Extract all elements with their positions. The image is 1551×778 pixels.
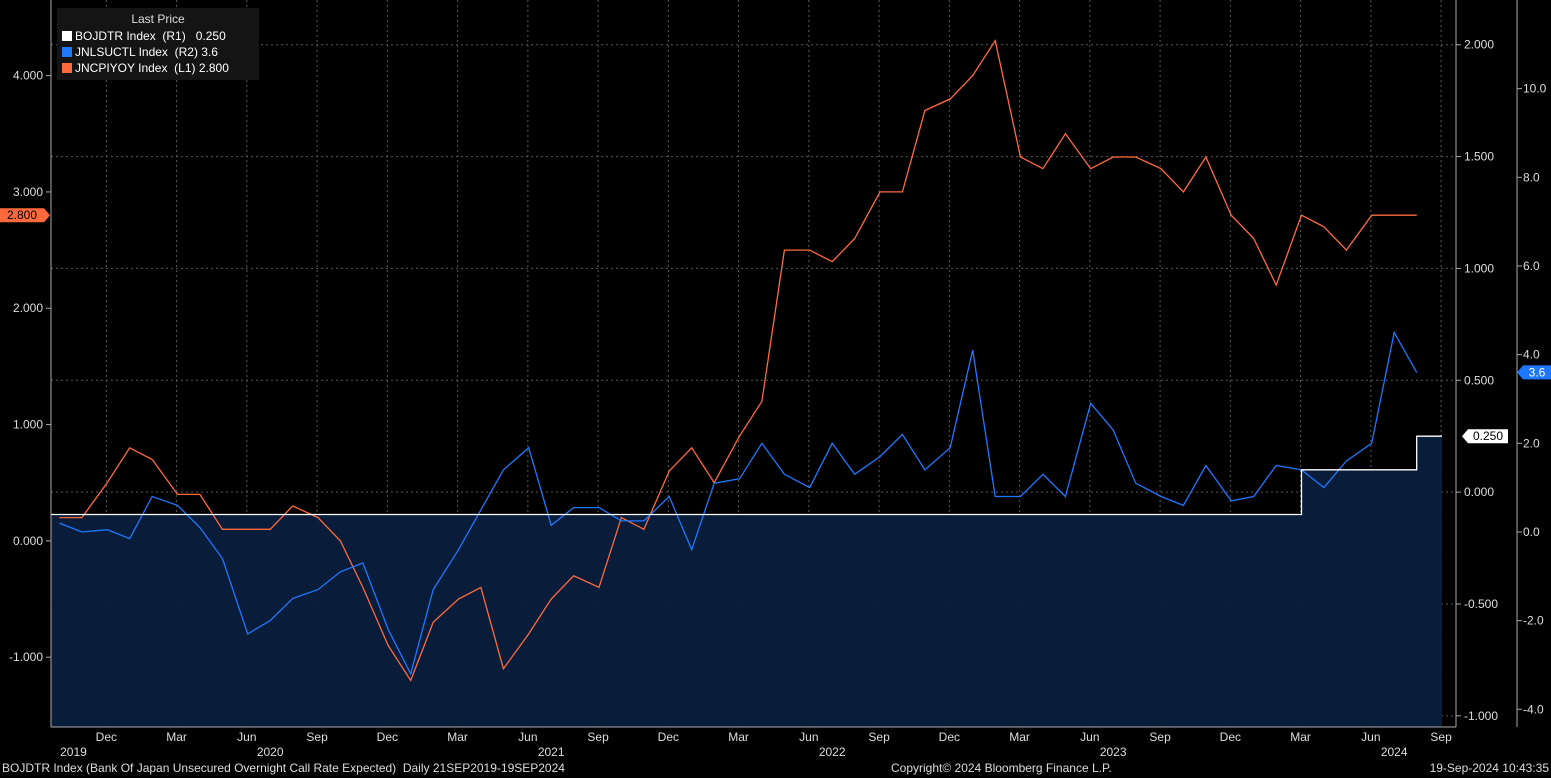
x-tick-label: Sep <box>587 730 609 744</box>
last-value-tag-jnlsuctl-shape <box>1517 365 1551 380</box>
right2-tick-label: -2.0 <box>1523 614 1544 628</box>
x-tick-label: Mar <box>728 730 749 744</box>
legend-title: Last Price <box>131 12 185 26</box>
x-tick-label: Sep <box>868 730 890 744</box>
x-tick-label: Mar <box>1009 730 1030 744</box>
legend-ticker: JNCPIYOY Index <box>75 61 168 75</box>
series-line-jncpiyoy <box>59 39 1417 682</box>
legend-item-jncpiyoy: JNCPIYOY Index (L1) 2.800 <box>57 60 259 76</box>
legend-ticker: BOJDTR Index <box>75 29 156 43</box>
x-year-label: 2021 <box>538 745 565 759</box>
footer-description: BOJDTR Index (Bank Of Japan Unsecured Ov… <box>2 761 565 775</box>
x-tick-label: Sep <box>306 730 328 744</box>
x-tick-label: Mar <box>447 730 468 744</box>
x-year-label: 2022 <box>819 745 846 759</box>
right2-tick-label: 0.0 <box>1523 525 1540 539</box>
legend-axis: (R1) <box>162 29 186 43</box>
bojdtr-fill <box>51 436 1442 727</box>
footer-copyright: Copyright© 2024 Bloomberg Finance L.P. <box>891 761 1112 775</box>
legend-value: 0.250 <box>195 29 226 43</box>
right1-tick-label: 0.500 <box>1464 373 1494 387</box>
left-tick-label: 3.000 <box>13 185 43 199</box>
right2-tick-label: -4.0 <box>1523 702 1544 716</box>
x-tick-label: Jun <box>799 730 818 744</box>
x-tick-label: Dec <box>1220 730 1241 744</box>
right2-tick-label: 2.0 <box>1523 436 1540 450</box>
footer-timestamp: 19-Sep-2024 10:43:35 <box>1429 761 1549 775</box>
series-line-bojdtr <box>51 435 1442 516</box>
last-value-tag-bojdtr: 0.250 <box>1462 429 1508 444</box>
legend-swatch <box>62 63 72 73</box>
right1-tick-label: -0.500 <box>1464 597 1498 611</box>
left-tick-label: 0.000 <box>13 534 43 548</box>
left-tick-label: 4.000 <box>13 69 43 83</box>
last-value-tag-jncpiyoy: 2.800 <box>0 208 50 223</box>
legend-value: 3.6 <box>201 45 218 59</box>
right2-tick-label: 4.0 <box>1523 348 1540 362</box>
x-tick-label: Mar <box>166 730 187 744</box>
right2-tick-label: 10.0 <box>1523 82 1547 96</box>
right2-tick-label: 6.0 <box>1523 259 1540 273</box>
last-value-tag-bojdtr-shape <box>1462 429 1508 444</box>
legend-axis: (L1) <box>174 61 196 75</box>
x-year-label: 2019 <box>60 745 87 759</box>
x-tick-label: Sep <box>1430 730 1452 744</box>
right1-tick-label: 2.000 <box>1464 38 1494 52</box>
right1-tick-label: 1.500 <box>1464 150 1494 164</box>
last-value-tag-jncpiyoy-shape <box>0 208 50 223</box>
left-tick-label: -1.000 <box>9 650 43 664</box>
legend: Last Price BOJDTR Index (R1) 0.250 JNLSU… <box>57 8 259 80</box>
series-line-jnlsuctl <box>59 330 1418 676</box>
x-tick-label: Sep <box>1149 730 1171 744</box>
last-value-tag-jnlsuctl: 3.6 <box>1517 365 1551 380</box>
right1-tick-label: 1.000 <box>1464 261 1494 275</box>
last-value-tag-jnlsuctl-text: 3.6 <box>1529 365 1546 379</box>
x-tick-label: Dec <box>939 730 960 744</box>
right1-tick-label: 0.000 <box>1464 485 1494 499</box>
x-year-label: 2024 <box>1381 745 1408 759</box>
x-tick-label: Mar <box>1290 730 1311 744</box>
axes: Dec Mar Jun Sep Dec Mar Jun Sep Dec Mar Jun Sep Dec M… <box>0 0 1551 759</box>
x-tick-label: Dec <box>96 730 117 744</box>
legend-ticker: JNLSUCTL Index <box>75 45 168 59</box>
x-tick-label: Jun <box>237 730 256 744</box>
x-tick-label: Jun <box>1361 730 1380 744</box>
x-tick-label: Dec <box>377 730 398 744</box>
right2-tick-label: 8.0 <box>1523 170 1540 184</box>
legend-item-bojdtr: BOJDTR Index (R1) 0.250 <box>57 28 259 44</box>
last-value-tag-bojdtr-text: 0.250 <box>1473 429 1503 443</box>
x-tick-label: Jun <box>1080 730 1099 744</box>
series-lines <box>51 39 1442 682</box>
x-tick-label: Dec <box>658 730 679 744</box>
left-tick-label: 1.000 <box>13 418 43 432</box>
legend-value: 2.800 <box>198 61 229 75</box>
legend-item-jnlsuctl: JNLSUCTL Index (R2) 3.6 <box>57 44 259 60</box>
x-year-label: 2020 <box>257 745 284 759</box>
last-value-tag-jncpiyoy-text: 2.800 <box>7 208 37 222</box>
bojdtr-area <box>51 436 1442 727</box>
legend-axis: (R2) <box>174 45 198 59</box>
legend-swatch <box>62 47 72 57</box>
x-year-label: 2023 <box>1100 745 1127 759</box>
x-tick-label: Jun <box>518 730 537 744</box>
left-tick-label: 2.000 <box>13 301 43 315</box>
right1-tick-label: -1.000 <box>1464 709 1498 723</box>
legend-swatch <box>62 31 72 41</box>
